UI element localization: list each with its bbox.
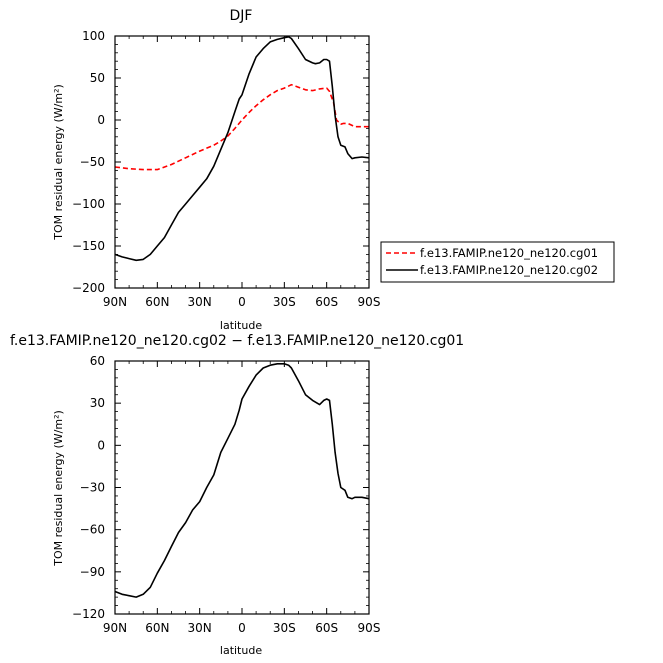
bottom-series-line-0 xyxy=(114,363,370,598)
top-xtick-label: 90N xyxy=(103,295,127,309)
bottom-chart: f.e13.FAMIP.ne120_ne120.cg02 − f.e13.FAM… xyxy=(10,333,464,657)
top-series-line-0 xyxy=(114,83,369,171)
top-ytick-label: 50 xyxy=(90,71,105,85)
bottom-ytick-label: 60 xyxy=(90,354,105,368)
legend: f.e13.FAMIP.ne120_ne120.cg01 f.e13.FAMIP… xyxy=(380,241,615,283)
top-ytick-label: −150 xyxy=(72,239,105,253)
bottom-ytick-label: −60 xyxy=(80,523,105,537)
top-ytick-label: 100 xyxy=(82,29,105,43)
bottom-chart-ylabel: TOM residual energy (W/m²) xyxy=(52,410,65,567)
bottom-xtick-label: 60N xyxy=(145,621,169,635)
legend-label-cg02: f.e13.FAMIP.ne120_ne120.cg02 xyxy=(420,263,598,277)
top-xtick-label: 30S xyxy=(273,295,296,309)
bottom-chart-title: f.e13.FAMIP.ne120_ne120.cg02 − f.e13.FAM… xyxy=(10,333,464,349)
legend-label-cg01: f.e13.FAMIP.ne120_ne120.cg01 xyxy=(420,246,598,260)
top-xtick-label: 90S xyxy=(358,295,381,309)
bottom-ytick-label: 0 xyxy=(97,438,105,452)
bottom-xtick-label: 60S xyxy=(315,621,338,635)
top-xtick-label: 0 xyxy=(238,295,246,309)
top-xtick-label: 60S xyxy=(315,295,338,309)
bottom-xtick-label: 90N xyxy=(103,621,127,635)
bottom-ytick-label: −90 xyxy=(80,565,105,579)
top-ytick-label: −100 xyxy=(72,197,105,211)
top-chart-ylabel: TOM residual energy (W/m²) xyxy=(52,84,65,241)
top-chart: DJF TOM residual energy (W/m²) latitude … xyxy=(52,8,615,332)
bottom-ytick-label: −120 xyxy=(72,607,105,621)
top-ytick-label: 0 xyxy=(97,113,105,127)
bottom-ytick-label: −30 xyxy=(80,481,105,495)
bottom-xtick-label: 0 xyxy=(238,621,246,635)
bottom-xtick-label: 30S xyxy=(273,621,296,635)
top-xtick-label: 60N xyxy=(145,295,169,309)
bottom-xtick-label: 30N xyxy=(188,621,212,635)
top-xtick-label: 30N xyxy=(188,295,212,309)
top-chart-title: DJF xyxy=(230,8,253,24)
bottom-xtick-label: 90S xyxy=(358,621,381,635)
bottom-ytick-label: 30 xyxy=(90,396,105,410)
bottom-chart-xlabel: latitude xyxy=(220,644,262,657)
top-series-line-1 xyxy=(114,36,370,262)
top-ytick-label: −200 xyxy=(72,281,105,295)
legend-box xyxy=(380,241,615,283)
top-ytick-label: −50 xyxy=(80,155,105,169)
top-chart-xlabel: latitude xyxy=(220,319,262,332)
